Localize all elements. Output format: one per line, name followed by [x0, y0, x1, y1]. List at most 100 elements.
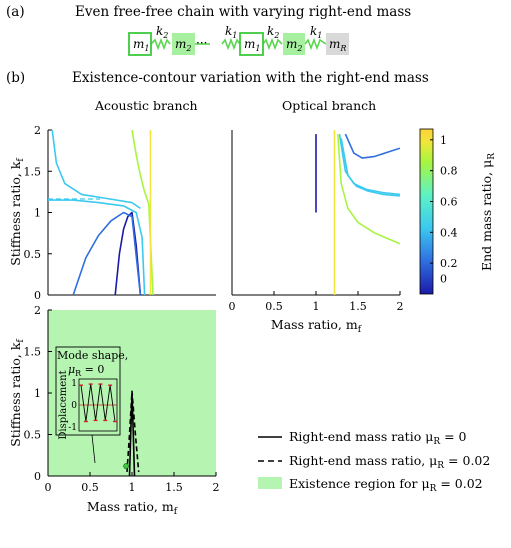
spring-k2-2-label: k: [267, 24, 274, 38]
panel-b-tag: (b): [6, 70, 25, 86]
spring-k2-1: [150, 37, 171, 51]
svg-text:k2: k2: [156, 24, 168, 40]
spring-k1-2-label: k: [310, 24, 317, 38]
existence-ytick-label: 1: [34, 387, 41, 400]
colorbar-label-sub: R: [487, 153, 497, 160]
acoustic-ylabel-text: Stiffness ratio, k: [8, 161, 23, 266]
existence-ytick-label: 2: [34, 304, 41, 317]
optical-xtick-label: 1: [313, 300, 320, 313]
existence-series-1: [126, 390, 140, 472]
acoustic-ytick-label: 1: [34, 207, 41, 220]
mass-m1-a: [128, 32, 152, 56]
mode-shape-inset: Mode shape, μR = 0 1 0 -1 Displacement: [55, 346, 128, 464]
svg-text:m2: m2: [175, 37, 191, 53]
existence-xtick-label: 0.5: [81, 481, 99, 494]
optical-xlabel: Mass ratio, mf: [271, 317, 362, 335]
colorbar-label: End mass ratio, μR: [479, 153, 497, 271]
inset-subtitle-mu: μ: [68, 363, 75, 376]
spring-k2-1-sub: 2: [162, 31, 168, 40]
existence-ytick-label: 1.5: [24, 346, 42, 359]
legend-dashed-suffix: = 0.02: [444, 453, 490, 468]
existence-ytick-label: 0: [34, 470, 41, 483]
optical-series-1: [344, 133, 400, 159]
svg-text:k2: k2: [267, 24, 279, 40]
colorbar-tick-label: 1: [440, 134, 447, 147]
acoustic-ytick-label: 2: [34, 124, 41, 137]
legend-region-sub: R: [430, 484, 437, 494]
optical-series-3: [340, 138, 400, 197]
spring-k1-2-sub: 1: [317, 31, 322, 40]
mass-m2-a: [172, 33, 195, 55]
spring-k1-1-label: k: [225, 24, 232, 38]
mass-mR: [326, 33, 349, 55]
spring-k2-2: [262, 37, 283, 51]
spring-k1-1-sub: 1: [232, 31, 237, 40]
mass-m2-b-label: m: [286, 37, 297, 51]
svg-text:m2: m2: [286, 37, 302, 53]
legend-dashed-label: Right-end mass ratio, μR = 0.02: [289, 453, 490, 471]
mass-m2-b: [283, 33, 305, 55]
inset-ytick-label: -1: [68, 423, 77, 433]
acoustic-series-0: [114, 211, 142, 295]
legend-solid-sub: R: [433, 437, 440, 447]
legend-solid-label: Right-end mass ratio μR = 0: [289, 429, 467, 447]
existence-xtick-label: 1.5: [165, 481, 183, 494]
acoustic-title: Acoustic branch: [94, 98, 198, 113]
acoustic-series-4: [131, 130, 154, 295]
existence-marker: [123, 463, 130, 469]
mass-mR-label: m: [329, 37, 340, 51]
inset-subtitle-sub: R: [75, 369, 82, 378]
optical-title: Optical branch: [282, 98, 376, 113]
existence-ylabel-text: Stiffness ratio, k: [8, 342, 23, 447]
existence-xtick-label: 2: [213, 481, 220, 494]
colorbar-gradient: [419, 128, 434, 295]
spring-k2-1-label: k: [156, 24, 163, 38]
inset-ytick-label: 1: [71, 379, 77, 389]
inset-subtitle-suffix: = 0: [81, 363, 104, 376]
acoustic-ylabel: Stiffness ratio, kf: [8, 158, 26, 266]
mass-m2-b-sub: 2: [296, 44, 302, 53]
legend-region-text: Existence region for μ: [289, 476, 430, 491]
legend-region-swatch: [258, 477, 282, 489]
chain-ellipsis: ···: [196, 36, 207, 50]
spring-k2-2-sub: 2: [273, 31, 279, 40]
colorbar-tick-label: 0: [440, 273, 447, 286]
acoustic-ylabel-sub: f: [16, 158, 26, 162]
optical-xtick-label: 1.5: [349, 300, 367, 313]
inset-mode-line: [80, 384, 116, 422]
acoustic-ytick-label: 0: [34, 289, 41, 302]
mass-m1-b-label: m: [244, 37, 255, 51]
inset-ylabel: Displacement: [58, 370, 69, 439]
mass-m1-a-sub: 1: [144, 44, 149, 53]
svg-text:k1: k1: [225, 24, 237, 40]
legend-region-label: Existence region for μR = 0.02: [289, 476, 483, 494]
existence-xtick-label: 0: [45, 481, 52, 494]
mass-m1-b: [239, 32, 264, 56]
svg-text:mR: mR: [329, 37, 346, 53]
acoustic-series-1: [72, 211, 142, 295]
legend-dashed-sub: R: [437, 461, 444, 471]
inset-subtitle: μR = 0: [68, 363, 104, 378]
existence-ylabel-sub: f: [16, 339, 26, 343]
existence-xlabel-sub: f: [174, 507, 178, 517]
colorbar-tick-label: 0.6: [440, 195, 458, 208]
panel-a-tag: (a): [6, 4, 25, 20]
inset-ytick-label: 0: [71, 401, 77, 411]
acoustic-ytick-label: 0.5: [24, 248, 42, 261]
optical-xtick-label: 0: [229, 300, 236, 313]
optical-xtick-label: 2: [397, 300, 404, 313]
existence-xtick-label: 1: [129, 481, 136, 494]
existence-xlabel-text: Mass ratio, m: [87, 499, 174, 514]
mass-m2-a-sub: 2: [185, 44, 191, 53]
inset-title: Mode shape,: [57, 349, 128, 362]
mass-m2-a-label: m: [175, 37, 186, 51]
spring-k1-1: [221, 37, 241, 51]
legend-solid-suffix: = 0: [440, 429, 466, 444]
colorbar-tick-label: 0.8: [440, 165, 458, 178]
existence-xlabel: Mass ratio, mf: [87, 499, 178, 517]
colorbar-tick-label: 0.2: [440, 257, 458, 270]
legend-solid-text: Right-end mass ratio μ: [289, 429, 433, 444]
optical-series-2: [338, 133, 400, 196]
colorbar: 1 0.8 0.6 0.4 0.2 0 End mass ratio, μR: [419, 128, 497, 295]
